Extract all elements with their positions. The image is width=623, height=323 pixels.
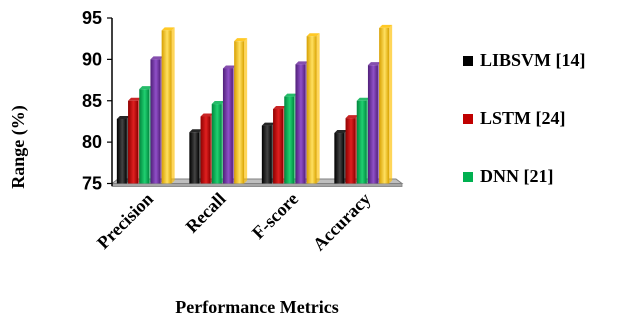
bar-top [295,61,309,65]
bar-top [222,65,236,69]
bar [211,101,225,184]
x-tick-label: Accuracy [309,189,375,255]
bar [306,33,320,184]
bar-front [128,100,139,184]
bar-top [367,62,381,66]
bar-top [345,115,359,119]
bar [345,115,359,184]
y-tick-label: 90 [82,49,102,69]
bar [189,129,203,184]
bar [356,97,370,184]
bar [222,65,236,184]
bar-top [379,24,393,28]
bar-front [161,30,172,184]
bar-side [389,24,393,184]
bar [128,97,142,184]
legend-swatch [463,172,473,182]
bar-side [171,27,175,184]
bar-front [295,64,306,184]
bar-front [284,96,295,184]
bar [367,62,381,184]
bar [116,115,130,184]
x-tick-label: Recall [182,189,230,237]
bar-front [222,68,233,184]
x-tick-labels: Precision Recall F-score Accuracy [93,189,375,255]
y-tick-label: 75 [82,174,102,194]
bar [139,86,153,184]
bar-front [116,118,127,184]
y-tick-label: 80 [82,132,102,152]
bar-front [273,109,284,184]
y-ticks: 75 80 85 90 95 [82,8,112,194]
bar [161,27,175,184]
bar-front [189,132,200,184]
bar-front [200,116,211,184]
bar-front [211,104,222,184]
bar-top [189,129,203,133]
bar-top [200,113,214,117]
bar-top [284,93,298,97]
bar-top [356,97,370,101]
bar-top [116,115,130,119]
bar [295,61,309,184]
legend-label: LIBSVM [14] [480,50,586,70]
bar-side [244,38,248,184]
bar [273,106,287,184]
x-axis-title: Performance Metrics [175,297,338,317]
legend-swatch [463,56,473,66]
bar [284,93,298,184]
bar-top [161,27,175,31]
bar [379,24,393,184]
bar-front [150,59,161,184]
bar [200,113,214,184]
bar-front [261,125,272,184]
bar-front [345,118,356,184]
bar-top [211,101,225,105]
bar-front [234,41,245,184]
bar-top [306,33,320,37]
bar-top [334,130,348,134]
bar-front [367,65,378,184]
y-tick-label: 85 [82,91,102,111]
bar-top [150,56,164,60]
bar-front [334,133,345,184]
bar-top [128,97,142,101]
bar-front [356,100,367,184]
bar-side [316,33,320,184]
bar-front [306,36,317,184]
legend: LIBSVM [14] LSTM [24] DNN [21] [463,50,586,186]
legend-swatch [463,114,473,124]
y-tick-label: 95 [82,8,102,28]
x-tick-label: F-score [248,189,302,243]
bar [234,38,248,184]
bar-top [139,86,153,90]
bar-top [261,122,275,126]
bars [116,24,393,184]
bar-top [273,106,287,110]
y-axis-title: Range (%) [8,105,29,189]
bar-front [379,27,390,184]
bar [150,56,164,184]
bar [334,130,348,184]
x-tick-label: Precision [93,189,157,253]
bar [261,122,275,184]
bar-front [139,89,150,184]
chart-floor-front [111,183,403,187]
legend-label: LSTM [24] [480,108,566,128]
bar-top [234,38,248,42]
legend-label: DNN [21] [480,166,554,186]
